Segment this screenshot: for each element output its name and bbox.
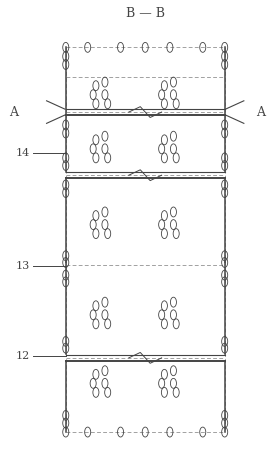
- Text: 12: 12: [16, 351, 30, 361]
- Text: B — B: B — B: [126, 7, 165, 20]
- Text: A: A: [256, 106, 265, 119]
- Text: 14: 14: [16, 148, 30, 158]
- Text: 13: 13: [16, 261, 30, 271]
- Text: A: A: [9, 106, 18, 119]
